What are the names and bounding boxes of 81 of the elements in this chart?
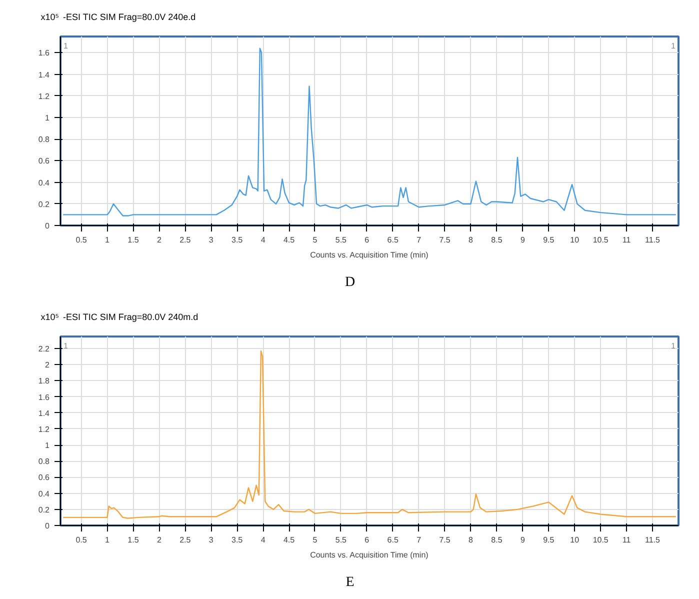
y-tick-label: 1.6: [38, 48, 50, 58]
y-tick-label: 0.6: [38, 156, 50, 166]
y-tick-label: 1: [45, 114, 50, 122]
x-tick-label: 11: [622, 536, 632, 544]
x-tick-label: 9: [520, 536, 526, 544]
y-tick-label: 0.4: [38, 489, 50, 498]
x-tick-label: 7.5: [439, 236, 451, 244]
x-tick-label: 4.5: [283, 236, 296, 244]
x-tick-label: 5: [312, 536, 318, 544]
y-tick-label: 1.2: [38, 424, 50, 434]
x-tick-label: 1.5: [128, 236, 140, 244]
y-tick-label: 1.2: [38, 92, 50, 101]
x-tick-label: 1: [105, 536, 110, 544]
x-tick-label: 1: [105, 236, 110, 244]
x-tick-label: 8: [468, 536, 474, 544]
x-tick-label: 7.5: [439, 536, 451, 544]
y-tick-label: 0.2: [38, 505, 50, 514]
y-tick-label: 0.4: [38, 178, 50, 188]
x-tick-label: 2: [156, 536, 162, 544]
y-axis-title: x10⁵: [40, 11, 60, 24]
x-tick-label: 0.5: [76, 536, 88, 544]
x-tick-label: 3.5: [232, 536, 244, 544]
y-tick-label: 0: [45, 522, 50, 530]
x-tick-label: 4: [260, 236, 266, 244]
x-tick-label: 7: [416, 236, 422, 244]
y-axis-title: x10⁵: [40, 311, 60, 324]
x-tick-label: 2: [156, 236, 162, 244]
annotation: 1: [64, 342, 68, 350]
y-tick-label: 1: [45, 441, 50, 450]
x-tick-label: 11: [622, 236, 632, 244]
x-tick-label: 5: [312, 236, 318, 244]
x-tick-label: 6.5: [387, 236, 399, 244]
annotation: 1: [671, 342, 676, 350]
y-tick-label: 1.6: [38, 392, 50, 402]
x-axis-title: Counts vs. Acquisition Time (min): [310, 550, 429, 560]
x-tick-label: 0.5: [76, 236, 88, 244]
x-tick-label: 5.5: [335, 536, 348, 544]
x-tick-label: 3.5: [232, 236, 244, 244]
line-series: [62, 48, 677, 216]
annotation: 1: [671, 42, 676, 50]
y-tick-label: 0.2: [38, 200, 50, 209]
x-tick-label: 3: [208, 536, 214, 544]
x-tick-label: 5.5: [335, 236, 348, 244]
x-tick-label: 4.5: [283, 536, 296, 544]
chart-title: -ESI TIC SIM Frag=80.0V 240e.d: [63, 12, 196, 22]
x-tick-label: 8.5: [491, 536, 503, 544]
x-tick-label: 9: [520, 236, 526, 244]
chart-title: -ESI TIC SIM Frag=80.0V 240m.d: [63, 312, 198, 322]
x-tick-label: 1.5: [128, 536, 140, 544]
y-tick-label: 0.6: [38, 473, 50, 482]
x-tick-label: 10: [570, 236, 580, 244]
y-tick-label: 0: [45, 222, 50, 230]
y-tick-label: 2.2: [38, 344, 50, 354]
x-tick-label: 7: [416, 536, 422, 544]
annotation: 1: [64, 42, 68, 50]
text: E: [346, 574, 354, 592]
x-tick-label: 2.5: [180, 536, 192, 544]
x-axis-title: Counts vs. Acquisition Time (min): [310, 250, 429, 260]
x-tick-label: 3: [208, 236, 214, 244]
text: D: [344, 274, 356, 292]
y-tick-label: 2: [45, 360, 50, 370]
x-tick-label: 6: [364, 536, 370, 544]
line-series: [62, 350, 677, 519]
x-tick-label: 10.5: [592, 236, 609, 244]
y-tick-label: 1.8: [38, 376, 50, 386]
x-tick-label: 11.5: [645, 536, 661, 544]
y-tick-label: 1.4: [38, 70, 50, 80]
y-tick-label: 1.4: [38, 408, 50, 418]
y-tick-label: 0.8: [38, 135, 50, 144]
x-tick-label: 10: [570, 536, 580, 544]
x-tick-label: 2.5: [180, 236, 192, 244]
x-tick-label: 11.5: [645, 236, 661, 244]
x-tick-label: 6: [364, 236, 370, 244]
x-tick-label: 8: [468, 236, 474, 244]
x-tick-label: 9.5: [543, 536, 555, 544]
x-tick-label: 8.5: [491, 236, 503, 244]
x-tick-label: 4: [260, 536, 266, 544]
x-tick-label: 6.5: [387, 536, 399, 544]
x-tick-label: 9.5: [543, 236, 555, 244]
x-tick-label: 10.5: [592, 536, 609, 544]
y-tick-label: 0.8: [38, 457, 50, 466]
